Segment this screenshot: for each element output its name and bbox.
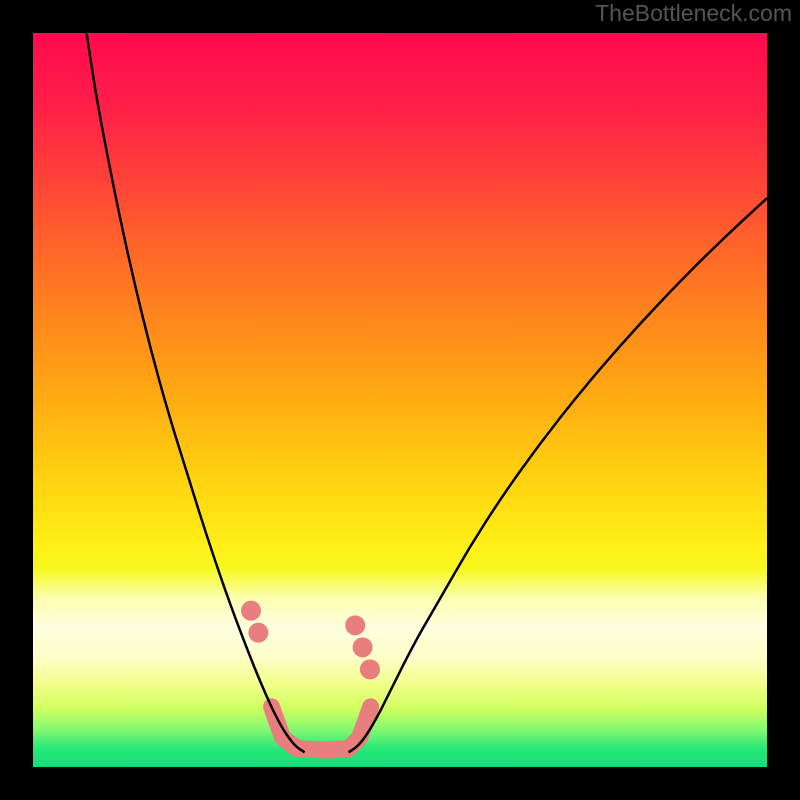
chart-svg	[0, 0, 800, 800]
trough-right-dot-2	[360, 659, 380, 679]
trough-left-dot-0	[241, 601, 261, 621]
trough-left-dot-1	[248, 623, 268, 643]
trough-right-dot-1	[353, 637, 373, 657]
trough-right-dot-0	[345, 615, 365, 635]
watermark-text: TheBottleneck.com	[595, 0, 792, 27]
plot-area-gradient	[33, 33, 767, 767]
chart-container: TheBottleneck.com	[0, 0, 800, 800]
